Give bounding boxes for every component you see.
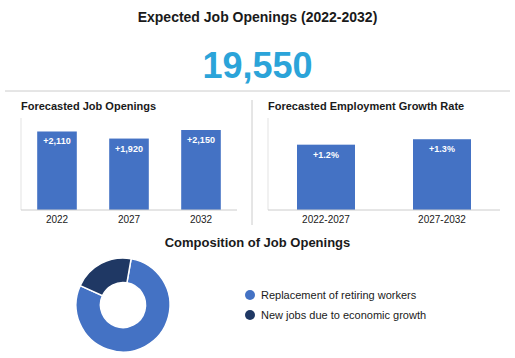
chart-title: Composition of Job Openings — [165, 235, 351, 250]
legend-swatch — [245, 310, 255, 320]
donut-slice — [76, 259, 170, 352]
data-label: +1.2% — [313, 150, 339, 160]
bar — [181, 130, 221, 210]
x-axis — [21, 210, 237, 211]
data-label: +2,110 — [43, 136, 70, 146]
header-divider — [5, 91, 510, 92]
bar — [109, 139, 149, 210]
big-number: 19,550 — [202, 45, 312, 86]
x-tick-label: 2027-2032 — [418, 214, 466, 225]
bar-chart: Forecasted Job Openings +2,110 2022 +1,920 2… — [21, 100, 237, 225]
data-label: +1,920 — [115, 144, 143, 154]
dashboard-title: Expected Job Openings (2022-2032) — [138, 9, 378, 25]
chart-title: Forecasted Job Openings — [21, 100, 156, 112]
x-tick-label: 2027 — [118, 214, 141, 225]
bar — [37, 131, 77, 210]
x-tick-label: 2032 — [190, 214, 213, 225]
background — [0, 0, 515, 358]
y-axis — [21, 118, 22, 210]
donut-chart: Composition of Job Openings Replacement o… — [76, 235, 426, 352]
bar — [413, 139, 471, 210]
y-axis — [268, 118, 269, 210]
bar — [297, 145, 355, 210]
donut-slice — [80, 258, 131, 296]
bar-chart: Forecasted Employment Growth Rate +1.2% 20… — [268, 100, 500, 225]
dashboard: Expected Job Openings (2022-2032) 19,550 F… — [0, 0, 515, 358]
data-label: +2,150 — [187, 135, 215, 145]
x-tick-label: 2022 — [46, 214, 69, 225]
section-divider — [252, 100, 253, 225]
bars — [37, 130, 221, 210]
legend-swatch — [245, 290, 255, 300]
chart-title: Forecasted Employment Growth Rate — [268, 100, 464, 112]
legend-label: Replacement of retiring workers — [261, 289, 417, 301]
data-label: +1.3% — [429, 144, 455, 154]
x-tick-label: 2022-2027 — [302, 214, 350, 225]
bars — [297, 139, 471, 210]
legend-label: New jobs due to economic growth — [261, 309, 426, 321]
x-axis — [268, 210, 500, 211]
legend: Replacement of retiring workers New jobs … — [245, 289, 426, 321]
